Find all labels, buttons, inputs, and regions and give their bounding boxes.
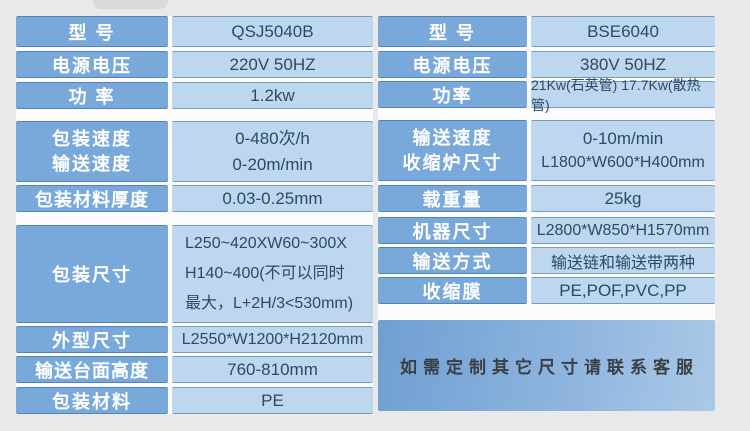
spec-label-outer-size: 外型尺寸 [16, 326, 168, 353]
spec-label-pack-size: 包装尺寸 [16, 225, 168, 323]
spec-label-model: 型 号 [16, 16, 168, 47]
table-row: 包装材料 PE [16, 387, 373, 414]
spec-value-speeds: 0-480次/h 0-20m/min [172, 121, 373, 182]
spec-label-conveying-mode: 输送方式 [378, 247, 527, 274]
spec-value-outer-size: L2550*W1200*H2120mm [172, 326, 373, 353]
table-row: 收缩膜 PE,POF,PVC,PP [378, 277, 715, 304]
spec-label-speeds: 包装速度 输送速度 [16, 121, 168, 182]
spec-label-film-thickness: 包装材料厚度 [16, 185, 168, 212]
spec-value-voltage: 380V 50HZ [531, 51, 715, 78]
table-row: 外型尺寸 L2550*W1200*H2120mm [16, 326, 373, 353]
table-row: 功率 21Kw(石英管) 17.7Kw(散热管) [378, 77, 715, 113]
table-row: 型 号 QSJ5040B [16, 16, 373, 47]
spec-value-pack-size: L250~420XW60~300X H140~400(不可以同时 最大，L+2H… [172, 225, 373, 323]
spec-label-voltage: 电源电压 [16, 51, 168, 78]
table-row: 电源电压 380V 50HZ [378, 51, 715, 78]
spec-value-table-height: 760-810mm [172, 356, 373, 383]
spec-label-power: 功 率 [16, 82, 168, 109]
spec-value-shrink-film: PE,POF,PVC,PP [531, 277, 715, 304]
spec-value-power: 1.2kw [172, 82, 373, 109]
custom-size-notice: 如需定制其它尺寸请联系客服 [378, 320, 715, 411]
spec-label-conveyor-oven: 输送速度 收缩炉尺寸 [378, 120, 527, 181]
spec-value-power: 21Kw(石英管) 17.7Kw(散热管) [531, 77, 715, 113]
table-row: 输送方式 输送链和输送带两种 [378, 247, 715, 274]
table-row: 功 率 1.2kw [16, 82, 373, 109]
spec-value-conveying-mode: 输送链和输送带两种 [531, 247, 715, 274]
spec-label-pack-material: 包装材料 [16, 387, 168, 414]
spec-value-machine-size: L2800*W850*H1570mm [531, 217, 715, 244]
table-row: 包装材料厚度 0.03-0.25mm [16, 185, 373, 212]
left-model-spec-table: 型 号 QSJ5040B 电源电压 220V 50HZ 功 率 1.2kw 包装… [16, 16, 373, 414]
spec-value-conveyor-oven: 0-10m/min L1800*W600*H400mm [531, 120, 715, 181]
cropped-image-remnant [93, 0, 168, 9]
spec-value-model: QSJ5040B [172, 16, 373, 47]
spec-label-voltage: 电源电压 [378, 51, 527, 78]
spec-label-model: 型 号 [378, 16, 527, 47]
spec-value-voltage: 220V 50HZ [172, 51, 373, 78]
spec-label-load: 载重量 [378, 185, 527, 212]
right-model-spec-table: 型 号 BSE6040 电源电压 380V 50HZ 功率 21Kw(石英管) … [378, 16, 715, 411]
table-row: 电源电压 220V 50HZ [16, 51, 373, 78]
spec-value-film-thickness: 0.03-0.25mm [172, 185, 373, 212]
table-row: 输送台面高度 760-810mm [16, 356, 373, 383]
table-row: 包装尺寸 L250~420XW60~300X H140~400(不可以同时 最大… [16, 225, 373, 323]
spec-value-pack-material: PE [172, 387, 373, 414]
spec-value-load: 25kg [531, 185, 715, 212]
table-row: 机器尺寸 L2800*W850*H1570mm [378, 217, 715, 244]
spec-label-shrink-film: 收缩膜 [378, 277, 527, 304]
table-row: 输送速度 收缩炉尺寸 0-10m/min L1800*W600*H400mm [378, 120, 715, 181]
spec-label-power: 功率 [378, 81, 527, 108]
table-row: 载重量 25kg [378, 185, 715, 212]
table-row: 包装速度 输送速度 0-480次/h 0-20m/min [16, 121, 373, 182]
table-row: 型 号 BSE6040 [378, 16, 715, 47]
spec-label-machine-size: 机器尺寸 [378, 217, 527, 244]
spec-value-model: BSE6040 [531, 16, 715, 47]
spec-label-table-height: 输送台面高度 [16, 356, 168, 383]
